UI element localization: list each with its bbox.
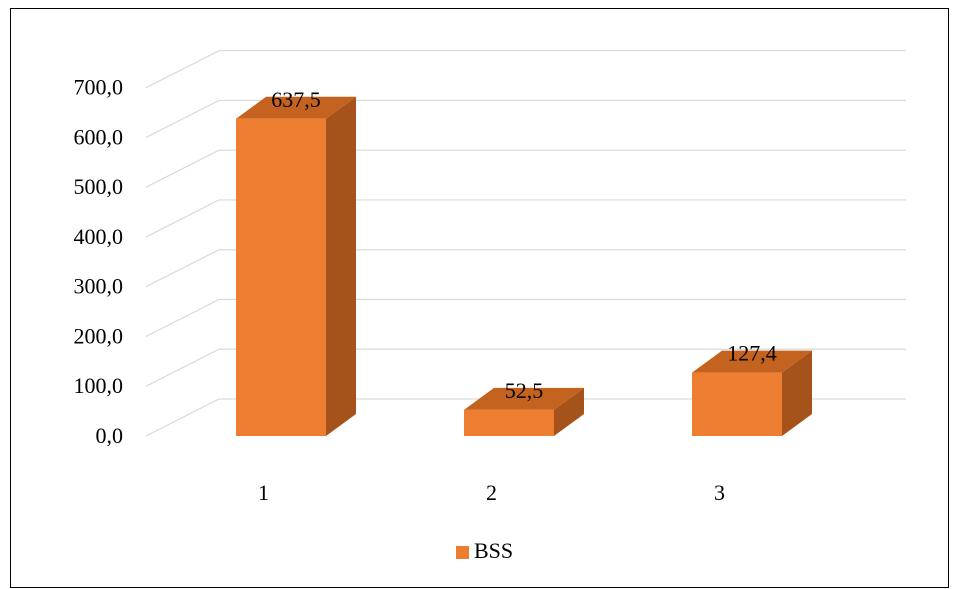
gridline [145, 149, 906, 188]
gridline [145, 398, 906, 437]
x-tick-label: 2 [486, 480, 497, 505]
bar-side-face [554, 387, 584, 436]
bar [236, 118, 326, 436]
legend-label: BSS [474, 538, 513, 563]
data-label: 637,5 [271, 87, 321, 112]
bar-top-face [236, 96, 356, 119]
x-tick-label: 3 [714, 480, 725, 505]
bar-side-face [782, 350, 812, 436]
gridline [145, 199, 906, 238]
data-label: 52,5 [505, 378, 544, 403]
data-labels: 637,5 52,5 127,4 [271, 87, 777, 403]
grid-lines [145, 50, 906, 437]
y-tick-label: 400,0 [74, 224, 124, 249]
bar [464, 409, 554, 436]
bar [692, 372, 782, 436]
x-tick-label: 1 [258, 480, 269, 505]
y-tick-label: 0,0 [96, 423, 124, 448]
y-tick-label: 500,0 [74, 174, 124, 199]
y-axis-ticks: 0,0 100,0 200,0 300,0 400,0 500,0 600,0 700,0 [74, 75, 124, 448]
y-tick-label: 700,0 [74, 75, 124, 100]
y-tick-label: 600,0 [74, 124, 124, 149]
bar-side-face [326, 96, 356, 436]
chart-frame: 0,0 100,0 200,0 300,0 400,0 500,0 600,0 700,0 1… [10, 8, 949, 588]
bar-chart: 0,0 100,0 200,0 300,0 400,0 500,0 600,0 700,0 1… [74, 50, 906, 563]
y-tick-label: 300,0 [74, 274, 124, 299]
x-axis-categories: 1 2 3 [258, 480, 725, 505]
y-tick-label: 200,0 [74, 323, 124, 348]
legend-swatch [456, 546, 469, 559]
bars [236, 96, 812, 436]
bar-top-face [464, 387, 584, 410]
gridline [145, 50, 906, 89]
legend: BSS [456, 538, 513, 563]
gridline [145, 99, 906, 138]
y-tick-label: 100,0 [74, 373, 124, 398]
gridline [145, 348, 906, 387]
bar-top-face [692, 350, 812, 373]
gridline [145, 298, 906, 338]
data-label: 127,4 [727, 341, 777, 366]
gridline [145, 249, 906, 288]
